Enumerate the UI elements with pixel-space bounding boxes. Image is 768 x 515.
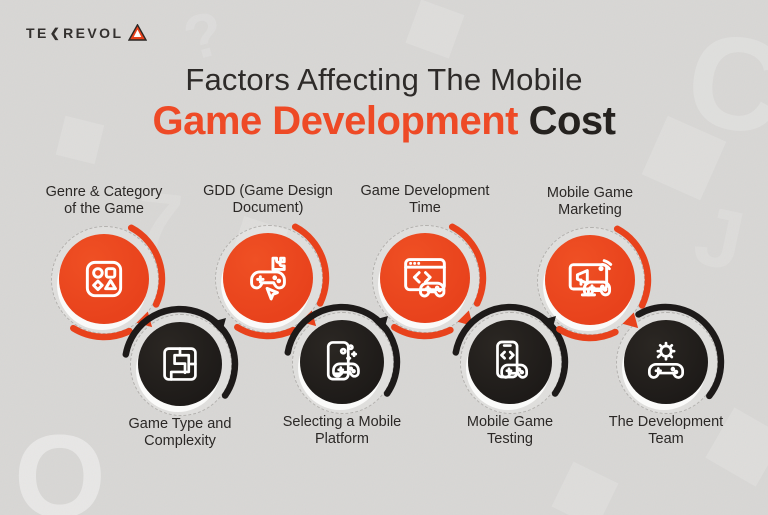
logo-k-glyph: ❮ (49, 25, 63, 40)
factor-circle-development-time (380, 233, 470, 323)
factor-label-mobile-platform: Selecting a Mobile Platform (247, 414, 437, 448)
phone-code-gamepad-icon (496, 340, 529, 379)
factor-circle-game-type-complexity (138, 322, 222, 406)
browser-code-gamepad-icon (404, 258, 446, 298)
factor-label-mobile-game-marketing: Mobile Game Marketing (495, 185, 685, 219)
background-shape (405, 0, 465, 59)
page-title: Factors Affecting The Mobile Game Develo… (0, 62, 768, 144)
factor-label-line2: Time (409, 200, 441, 216)
logo-text: TE ❮ REVOL (26, 25, 123, 41)
factor-label-line2: Platform (315, 431, 369, 447)
factor-label-line2: of the Game (64, 201, 144, 217)
title-line2-accent: Game Development (152, 99, 519, 143)
logo-text-part2: REVOL (63, 24, 124, 41)
factor-label-line2: Marketing (558, 202, 622, 218)
factor-label-line1: Genre & Category (45, 184, 163, 200)
gear-gamepad-icon (647, 341, 685, 379)
maze-icon (163, 347, 197, 381)
screen-megaphone-gamepad-icon (568, 259, 613, 297)
title-line2: Game Development Cost (0, 99, 768, 144)
phone-gamepad-icon (326, 341, 360, 381)
logo-text-part1: TE (26, 24, 49, 41)
factor-label-development-team: The Development Team (571, 414, 761, 448)
factor-circle-mobile-game-marketing (545, 235, 635, 325)
background-shape (551, 461, 619, 515)
background-glyph: J (686, 187, 752, 289)
factor-label-line1: The Development (608, 414, 724, 430)
title-line2-rest: Cost (517, 99, 616, 143)
factor-label-development-time: Game Development Time (330, 183, 520, 217)
gamepad-puzzle-icon (250, 256, 286, 301)
factor-circle-gdd (223, 233, 313, 323)
factor-circle-development-team (624, 320, 708, 404)
factor-label-line1: Mobile Game (546, 185, 634, 201)
factor-label-line1: Game Development (360, 183, 490, 199)
factor-label-genre-category: Genre & Category of the Game (9, 184, 199, 218)
factor-label-line1: Selecting a Mobile (282, 414, 402, 430)
title-line1: Factors Affecting The Mobile (185, 62, 583, 97)
factor-circle-genre-category (59, 234, 149, 324)
factor-label-line2: Team (648, 431, 684, 447)
category-shapes-icon (85, 260, 123, 298)
tekrevol-logo: TE ❮ REVOL (26, 24, 148, 41)
factor-circle-mobile-game-testing (468, 320, 552, 404)
logo-triangle-icon (128, 24, 148, 41)
factor-circle-mobile-platform (300, 320, 384, 404)
